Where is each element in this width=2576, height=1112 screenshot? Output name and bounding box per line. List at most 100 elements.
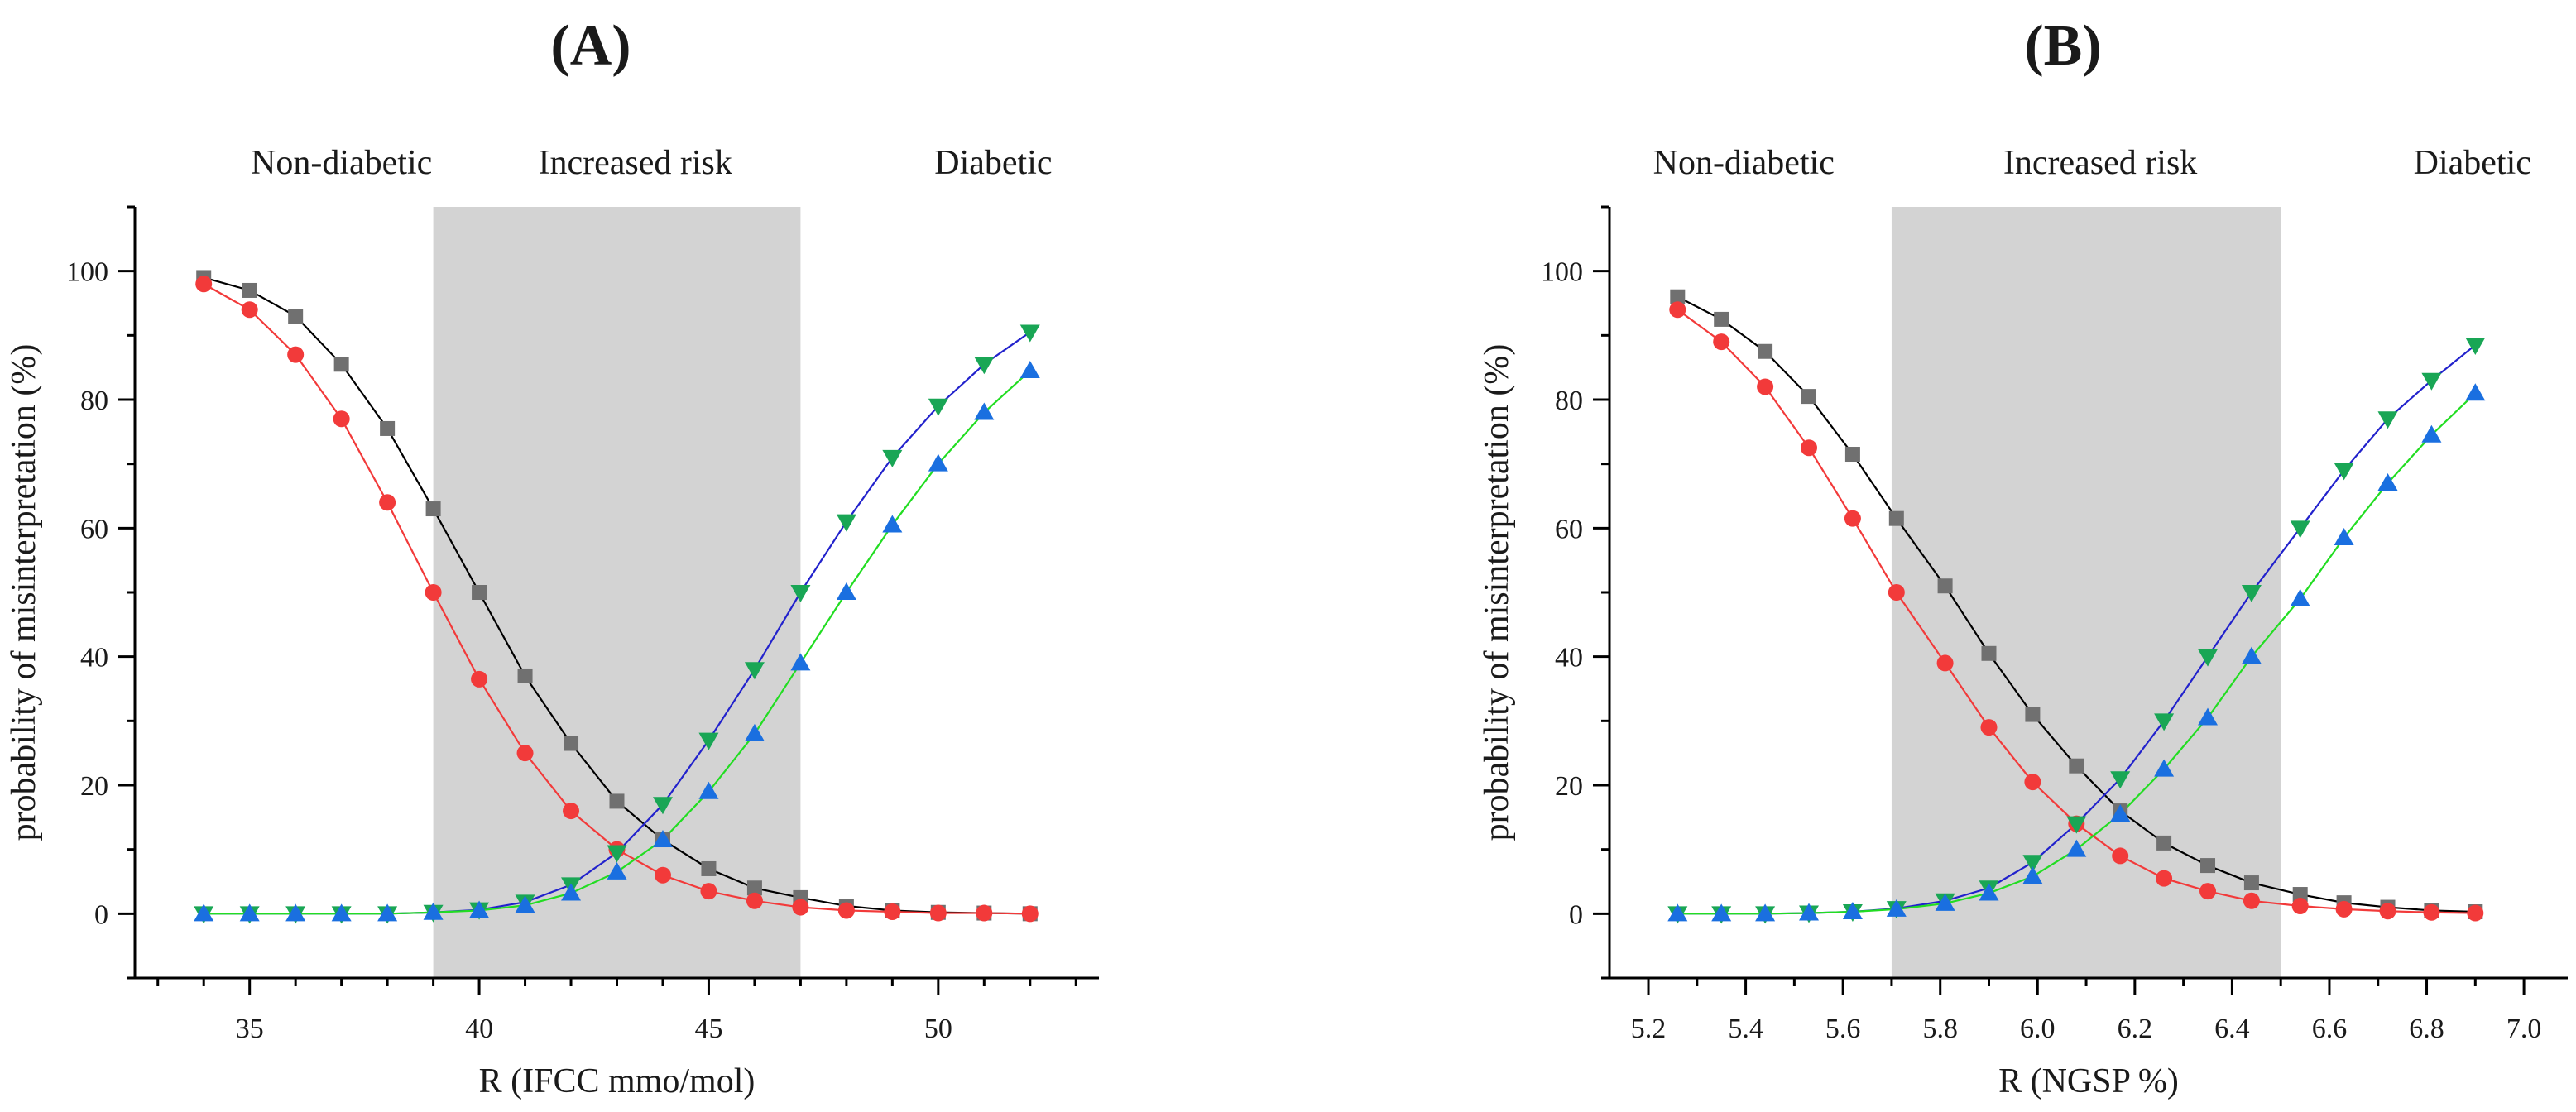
data-point-black-square <box>472 585 487 600</box>
y-tick-label: 20 <box>80 771 108 802</box>
data-point-blue-triangle-up <box>2198 707 2219 726</box>
data-point-blue-triangle-up <box>377 903 398 922</box>
x-tick-label: 5.8 <box>1922 1014 1958 1044</box>
data-point-green-triangle-down <box>790 585 811 602</box>
data-point-red-circle <box>1757 378 1774 395</box>
data-point-blue-triangle-up <box>1755 903 1776 922</box>
data-point-green-triangle-down <box>882 449 903 467</box>
data-point-black-square <box>746 880 762 896</box>
y-axis-label: probability of misinterpretation (%) <box>5 344 43 841</box>
data-point-green-triangle-down <box>2241 585 2262 602</box>
data-point-black-square <box>2156 835 2172 851</box>
data-point-blue-triangle-up <box>1979 883 1999 901</box>
data-point-black-square <box>2025 707 2041 722</box>
data-point-red-circle <box>837 902 855 919</box>
region-label: Increased risk <box>2003 144 2197 182</box>
data-point-blue-triangle-up <box>2066 839 2087 857</box>
data-point-red-circle <box>2112 847 2129 865</box>
data-point-blue-triangle-up <box>239 903 260 922</box>
data-point-blue-triangle-up <box>2421 424 2442 443</box>
data-point-black-square <box>2069 758 2084 774</box>
data-point-red-circle <box>884 903 901 921</box>
x-tick-label: 5.6 <box>1825 1014 1861 1044</box>
data-point-green-triangle-down <box>2421 372 2442 391</box>
x-tick-label: 45 <box>694 1014 722 1044</box>
data-point-red-circle <box>333 410 350 428</box>
data-point-green-triangle-down <box>2377 411 2398 429</box>
data-point-green-triangle-down <box>2290 520 2310 539</box>
data-point-blue-triangle-up <box>698 781 719 799</box>
y-tick-label: 100 <box>66 257 108 288</box>
x-tick-label: 6.6 <box>2312 1014 2348 1044</box>
data-point-blue-triangle-up <box>515 895 535 913</box>
data-point-blue-triangle-up <box>974 402 995 420</box>
data-point-black-square <box>1758 343 1773 359</box>
data-point-blue-triangle-up <box>1799 903 1820 921</box>
x-tick-label: 6.2 <box>2118 1014 2153 1044</box>
data-point-black-square <box>517 668 533 683</box>
data-point-red-circle <box>241 301 258 319</box>
data-point-black-square <box>425 501 441 517</box>
region-label: Diabetic <box>934 144 1052 182</box>
data-point-red-circle <box>516 745 534 762</box>
data-point-red-circle <box>1021 905 1039 923</box>
data-point-green-triangle-down <box>698 732 719 750</box>
data-point-blue-triangle-up <box>2154 759 2175 777</box>
data-point-black-square <box>701 860 717 876</box>
data-point-blue-triangle-up <box>2110 803 2131 822</box>
data-point-red-circle <box>1713 333 1730 351</box>
data-point-black-square <box>1981 645 1997 661</box>
x-tick-label: 7.0 <box>2506 1014 2542 1044</box>
data-point-red-circle <box>2467 904 2484 922</box>
data-point-black-square <box>1937 578 1953 594</box>
data-point-black-square <box>1670 289 1686 304</box>
data-point-red-circle <box>1936 654 1954 672</box>
y-tick-label: 80 <box>80 386 108 416</box>
y-axis-label: probability of misinterpretation (%) <box>1478 344 1516 841</box>
data-point-green-triangle-down <box>2334 463 2354 481</box>
data-point-green-triangle-down <box>2022 855 2043 873</box>
data-point-red-circle <box>425 584 442 601</box>
data-point-black-square <box>2292 887 2308 903</box>
data-point-red-circle <box>792 899 809 916</box>
data-point-blue-triangle-up <box>652 830 673 848</box>
data-point-blue-triangle-up <box>882 515 903 533</box>
x-tick-label: 35 <box>236 1014 264 1044</box>
data-point-red-circle <box>379 494 396 511</box>
panel-label: (B) <box>2024 14 2101 78</box>
data-point-blue-triangle-up <box>1842 902 1863 920</box>
x-tick-label: 5.2 <box>1631 1014 1667 1044</box>
data-point-red-circle <box>2156 870 2173 887</box>
region-label: Non-diabetic <box>251 144 432 182</box>
data-point-red-circle <box>1844 510 1861 527</box>
y-tick-label: 80 <box>1555 386 1583 416</box>
data-point-red-circle <box>1669 301 1686 319</box>
data-point-red-circle <box>2199 883 2217 900</box>
data-point-black-square <box>380 420 396 436</box>
data-point-black-square <box>564 736 579 751</box>
chart-panel-1: (B) Non-diabetic Increased risk Diabetic 5.2… <box>1478 14 2568 1100</box>
data-point-red-circle <box>195 276 213 293</box>
data-point-black-square <box>609 793 625 809</box>
x-tick-label: 5.4 <box>1728 1014 1763 1044</box>
y-tick-label: 60 <box>1555 514 1583 544</box>
data-point-green-triangle-down <box>2154 713 2175 731</box>
data-point-blue-triangle-up <box>744 723 765 741</box>
data-point-red-circle <box>2423 903 2440 921</box>
data-point-black-square <box>2243 875 2259 891</box>
panel-label: (A) <box>550 14 631 78</box>
data-point-blue-triangle-up <box>423 902 444 920</box>
data-point-blue-triangle-up <box>194 903 214 922</box>
data-point-red-circle <box>563 803 580 820</box>
data-point-blue-triangle-up <box>836 582 856 600</box>
data-point-red-circle <box>2024 774 2041 791</box>
data-point-blue-triangle-up <box>1019 361 1040 379</box>
data-point-green-triangle-down <box>836 514 856 532</box>
x-axis-label: R (NGSP %) <box>1998 1062 2179 1100</box>
data-point-black-square <box>288 309 304 324</box>
data-point-red-circle <box>2335 900 2353 918</box>
data-point-green-triangle-down <box>974 357 995 375</box>
data-point-green-triangle-down <box>607 845 627 863</box>
data-point-blue-triangle-up <box>790 653 811 671</box>
